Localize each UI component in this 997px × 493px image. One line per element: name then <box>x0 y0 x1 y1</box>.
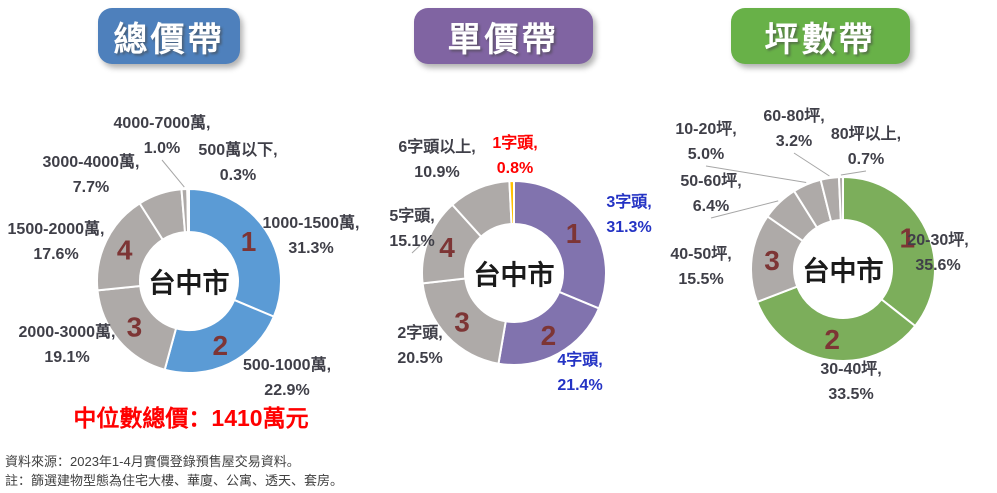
slice-label-category: 40-50坪, <box>670 246 732 263</box>
slice-label-percent: 33.5% <box>828 386 874 403</box>
slice-rank-number: 1 <box>241 226 257 257</box>
slice-label-percent: 15.5% <box>678 271 724 288</box>
donut-slice <box>186 187 190 234</box>
slice-label-category: 1000-1500萬, <box>262 215 360 232</box>
source-note: 資料來源：2023年1-4月實價登錄預售屋交易資料。 <box>5 454 300 469</box>
slice-label: 3000-4000萬, 7.7% <box>43 150 140 200</box>
slice-rank-number: 2 <box>824 324 840 355</box>
slice-label-percent: 6.4% <box>692 198 730 215</box>
donut-center-label: 台中市 <box>473 260 555 291</box>
donut-slice <box>188 187 282 318</box>
slice-label-percent: 15.1% <box>389 233 435 250</box>
slice-label: 2000-3000萬, 19.1% <box>19 320 116 370</box>
chart-title-pill: 單價帶 <box>413 8 593 64</box>
slice-label: 20-30坪, 35.6% <box>907 228 968 278</box>
slice-label: 1字頭, 0.8% <box>492 131 537 181</box>
slice-label-category: 50-60坪, <box>680 173 742 190</box>
slice-label-percent: 0.3% <box>219 167 257 184</box>
slice-rank-number: 4 <box>117 234 133 265</box>
slice-label: 4字頭, 21.4% <box>557 348 602 398</box>
slice-label-percent: 21.4% <box>557 377 603 394</box>
slice-rank-number: 1 <box>566 218 582 249</box>
slice-rank-number: 3 <box>764 245 780 276</box>
slice-label-percent: 19.1% <box>44 349 90 366</box>
slice-label-category: 30-40坪, <box>820 361 882 378</box>
slice-label-percent: 35.6% <box>915 257 961 274</box>
slice-label-percent: 17.6% <box>33 246 79 263</box>
chart-title-pill: 坪數帶 <box>730 8 910 64</box>
leader-line <box>793 152 830 177</box>
slice-label-category: 6字頭以上, <box>398 139 476 156</box>
donut-center-label: 台中市 <box>802 256 884 287</box>
leader-line <box>705 165 807 183</box>
chart-title-pill: 總價帶 <box>98 8 240 64</box>
slice-label-percent: 3.2% <box>775 133 813 150</box>
slice-label-percent: 5.0% <box>687 146 725 163</box>
slice-rank-number: 2 <box>541 320 557 351</box>
slice-label-category: 60-80坪, <box>763 108 825 125</box>
slice-label-category: 4字頭, <box>557 352 603 369</box>
slice-label: 60-80坪, 3.2% <box>763 104 824 154</box>
slice-label-category: 2字頭, <box>397 325 443 342</box>
slice-label-category: 3字頭, <box>606 194 652 211</box>
slice-label: 10-20坪, 5.0% <box>675 117 736 167</box>
slice-label-category: 2000-3000萬, <box>18 324 116 341</box>
leader-line <box>161 159 185 188</box>
slice-label: 6字頭以上, 10.9% <box>398 135 475 185</box>
leader-line <box>840 170 867 176</box>
slice-label: 4000-7000萬, 1.0% <box>114 111 211 161</box>
slice-label: 500-1000萬, 22.9% <box>243 353 331 403</box>
slice-label: 50-60坪, 6.4% <box>680 169 741 219</box>
slice-label-category: 1字頭, <box>492 135 538 152</box>
slice-label-category: 5字頭, <box>389 208 435 225</box>
slice-label-percent: 0.7% <box>847 151 885 168</box>
slice-label: 3字頭, 31.3% <box>606 190 651 240</box>
slice-label: 1000-1500萬, 31.3% <box>263 211 360 261</box>
donut-slice <box>508 179 515 226</box>
slice-label-percent: 31.3% <box>288 240 334 257</box>
slice-label-percent: 7.7% <box>72 179 110 196</box>
slice-label: 40-50坪, 15.5% <box>670 242 731 292</box>
slice-label-percent: 10.9% <box>414 164 460 181</box>
slice-rank-number: 3 <box>454 307 470 338</box>
leader-line <box>710 200 779 219</box>
slice-label: 5字頭, 15.1% <box>389 204 434 254</box>
median-price-note: 中位數總價：1410萬元 <box>73 405 309 431</box>
slice-rank-number: 1 <box>900 222 916 253</box>
slice-label: 80坪以上, 0.7% <box>831 122 901 172</box>
slice-label: 30-40坪, 33.5% <box>820 357 881 407</box>
slice-label-category: 500-1000萬, <box>242 357 332 374</box>
slice-label: 2字頭, 20.5% <box>397 321 442 371</box>
donut-center-label: 台中市 <box>148 268 230 299</box>
slice-label: 1500-2000萬, 17.6% <box>8 217 105 267</box>
filter-note: 註：篩選建物型態為住宅大樓、華廈、公寓、透天、套房。 <box>5 473 344 488</box>
slice-label-category: 1500-2000萬, <box>7 221 105 238</box>
slice-label: 500萬以下, 0.3% <box>198 138 277 188</box>
slice-label-category: 80坪以上, <box>830 126 902 143</box>
slice-label-percent: 0.8% <box>496 160 534 177</box>
slice-label-category: 10-20坪, <box>675 121 737 138</box>
slice-label-category: 4000-7000萬, <box>113 115 211 132</box>
slice-label-percent: 22.9% <box>264 382 310 399</box>
slice-label-percent: 20.5% <box>397 350 443 367</box>
slice-label-percent: 31.3% <box>606 219 652 236</box>
donut-slice <box>755 285 917 362</box>
donut-slice <box>837 175 844 222</box>
slice-label-category: 20-30坪, <box>907 232 969 249</box>
slice-rank-number: 3 <box>127 312 143 343</box>
leader-line <box>411 239 427 254</box>
donut-slice <box>842 175 936 328</box>
slice-label-category: 500萬以下, <box>198 142 278 159</box>
slice-label-category: 3000-4000萬, <box>42 154 140 171</box>
donut-slice <box>513 179 607 310</box>
slice-rank-number: 4 <box>439 232 455 263</box>
slice-label-percent: 1.0% <box>143 140 181 157</box>
slice-rank-number: 2 <box>213 330 229 361</box>
